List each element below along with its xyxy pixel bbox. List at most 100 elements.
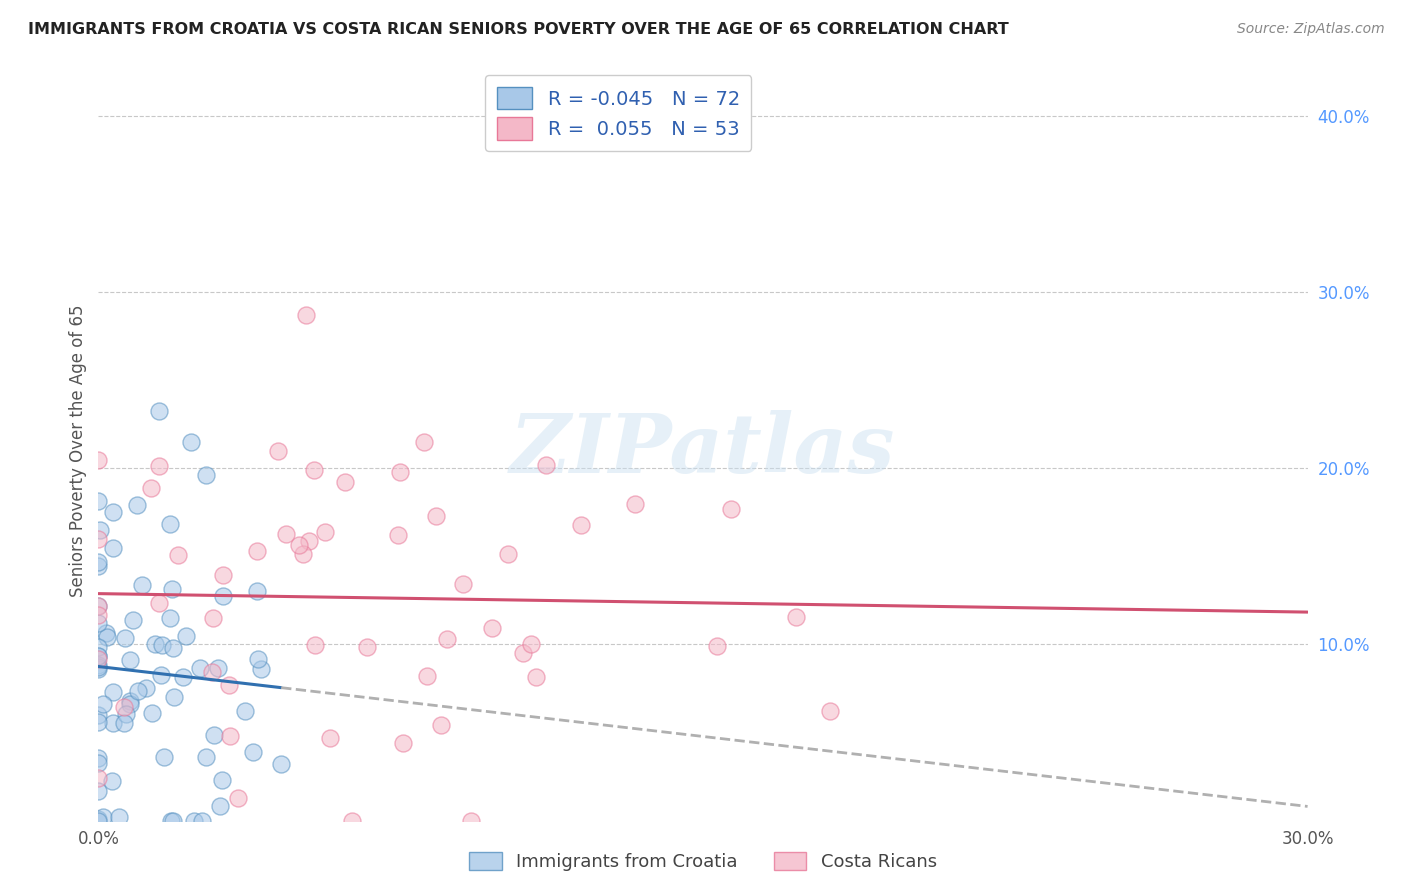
Point: [172, 670, 194, 684]
Point: [520, 637, 543, 651]
Point: [460, 814, 482, 828]
Legend: Immigrants from Croatia, Costa Ricans: Immigrants from Croatia, Costa Ricans: [463, 845, 943, 879]
Point: [162, 641, 184, 656]
Point: [87, 558, 110, 573]
Point: [139, 481, 162, 495]
Point: [87, 751, 110, 765]
Point: [112, 699, 135, 714]
Point: [287, 537, 309, 551]
Point: [720, 502, 742, 516]
Legend: R = -0.045   N = 72, R =  0.055   N = 53: R = -0.045 N = 72, R = 0.055 N = 53: [485, 75, 751, 152]
Point: [194, 750, 217, 764]
Point: [413, 435, 436, 450]
Point: [87, 555, 110, 569]
Point: [148, 458, 170, 473]
Point: [180, 435, 202, 450]
Point: [87, 533, 110, 547]
Point: [118, 653, 141, 667]
Point: [208, 798, 231, 813]
Point: [159, 814, 181, 828]
Point: [534, 458, 557, 472]
Point: [416, 668, 439, 682]
Point: [451, 576, 474, 591]
Point: [250, 662, 273, 676]
Point: [87, 652, 110, 666]
Point: [127, 683, 149, 698]
Point: [94, 626, 117, 640]
Y-axis label: Seniors Poverty Over the Age of 65: Seniors Poverty Over the Age of 65: [69, 304, 87, 597]
Point: [135, 681, 157, 695]
Point: [276, 526, 298, 541]
Point: [335, 475, 357, 489]
Point: [624, 496, 647, 510]
Point: [160, 582, 183, 596]
Point: [267, 444, 290, 458]
Point: [108, 810, 131, 824]
Text: ZIPatlas: ZIPatlas: [510, 410, 896, 491]
Point: [298, 534, 321, 549]
Point: [524, 670, 547, 684]
Point: [389, 465, 412, 479]
Point: [87, 607, 110, 622]
Point: [190, 661, 212, 675]
Point: [304, 638, 326, 652]
Point: [87, 660, 110, 674]
Point: [219, 729, 242, 743]
Point: [91, 697, 114, 711]
Point: [153, 750, 176, 764]
Point: [101, 505, 124, 519]
Text: IMMIGRANTS FROM CROATIA VS COSTA RICAN SENIORS POVERTY OVER THE AGE OF 65 CORREL: IMMIGRANTS FROM CROATIA VS COSTA RICAN S…: [28, 22, 1010, 37]
Point: [148, 404, 170, 418]
Point: [314, 524, 336, 539]
Text: Source: ZipAtlas.com: Source: ZipAtlas.com: [1237, 22, 1385, 37]
Point: [87, 599, 110, 613]
Point: [91, 810, 114, 824]
Point: [247, 651, 270, 665]
Point: [87, 784, 110, 798]
Point: [233, 704, 256, 718]
Point: [159, 611, 181, 625]
Point: [319, 731, 342, 745]
Point: [785, 610, 807, 624]
Point: [143, 637, 166, 651]
Point: [496, 547, 519, 561]
Point: [818, 704, 841, 718]
Point: [141, 706, 163, 720]
Point: [304, 463, 326, 477]
Point: [150, 667, 173, 681]
Point: [87, 814, 110, 828]
Point: [430, 718, 453, 732]
Point: [425, 509, 447, 524]
Point: [201, 665, 224, 680]
Point: [163, 690, 186, 705]
Point: [87, 707, 110, 722]
Point: [207, 661, 229, 675]
Point: [87, 616, 110, 631]
Point: [120, 698, 142, 712]
Point: [87, 756, 110, 770]
Point: [114, 706, 136, 721]
Point: [246, 584, 269, 599]
Point: [212, 590, 235, 604]
Point: [101, 685, 124, 699]
Point: [167, 548, 190, 562]
Point: [150, 638, 173, 652]
Point: [125, 498, 148, 512]
Point: [118, 694, 141, 708]
Point: [387, 527, 409, 541]
Point: [202, 728, 225, 742]
Point: [211, 773, 233, 788]
Point: [569, 517, 592, 532]
Point: [159, 517, 181, 532]
Point: [131, 577, 153, 591]
Point: [122, 613, 145, 627]
Point: [295, 308, 318, 322]
Point: [87, 494, 110, 508]
Point: [226, 790, 249, 805]
Point: [195, 468, 218, 483]
Point: [706, 639, 728, 653]
Point: [112, 715, 135, 730]
Point: [183, 814, 205, 828]
Point: [87, 649, 110, 664]
Point: [87, 640, 110, 654]
